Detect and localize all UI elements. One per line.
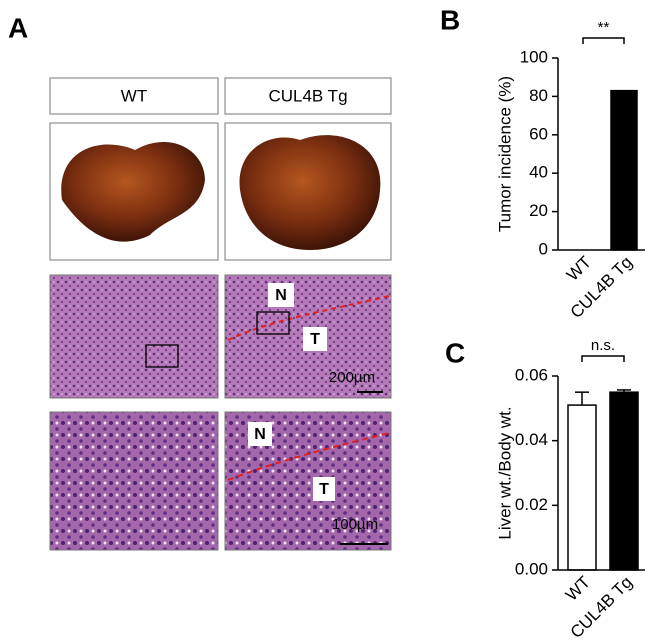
significance: n.s. [591,337,615,354]
inset-box [145,344,179,368]
mark-bg [303,327,327,351]
panel-label: C [445,337,465,368]
header-box [49,77,219,115]
header-box [224,77,392,115]
column-header: WT [121,86,147,105]
histology-image [224,411,392,551]
panel-label: A [8,12,28,43]
y-tick-label: 20 [529,201,548,220]
y-tick-label: 0.00 [515,559,548,578]
x-tick-label: WT [563,253,595,285]
histology-image [49,411,219,551]
panel-label: B [440,4,460,35]
significance-bracket [581,355,625,362]
y-tick-label: 0 [539,239,548,258]
bar [567,404,597,571]
bar [609,391,639,571]
y-tick-label: 80 [529,86,548,105]
mark-bg [268,283,294,307]
mark-bg [313,477,335,501]
inset-box [256,311,290,335]
region-mark: T [310,331,320,348]
region-mark: T [319,481,329,498]
significance: ** [598,19,610,36]
bar [610,89,638,251]
scale-label: 200µm [329,369,375,386]
panel-a: WT CUL4B Tg N T 200µm N T 100µm [49,77,392,551]
mark-bg [248,422,272,446]
y-tick-label: 100 [520,47,548,66]
significance-bracket [582,37,625,44]
region-mark: N [254,426,266,443]
y-tick-label: 0.06 [515,365,548,384]
boundary [227,432,390,481]
boundary [227,295,390,341]
y-tick-label: 0.02 [515,495,548,514]
liver-photo [61,141,205,242]
scale-label: 100µm [332,516,378,533]
x-tick-label: WT [562,573,594,605]
histology-image [49,274,219,399]
liver-photo [239,135,381,250]
y-axis-label: Liver wt./Body wt. [495,406,514,539]
y-tick-label: 60 [529,124,548,143]
column-header: CUL4B Tg [268,86,347,105]
region-mark: N [275,287,287,304]
y-axis-label: Tumor incidence (%) [495,76,514,232]
y-tick-label: 40 [529,163,548,182]
y-tick-label: 0.04 [515,430,548,449]
